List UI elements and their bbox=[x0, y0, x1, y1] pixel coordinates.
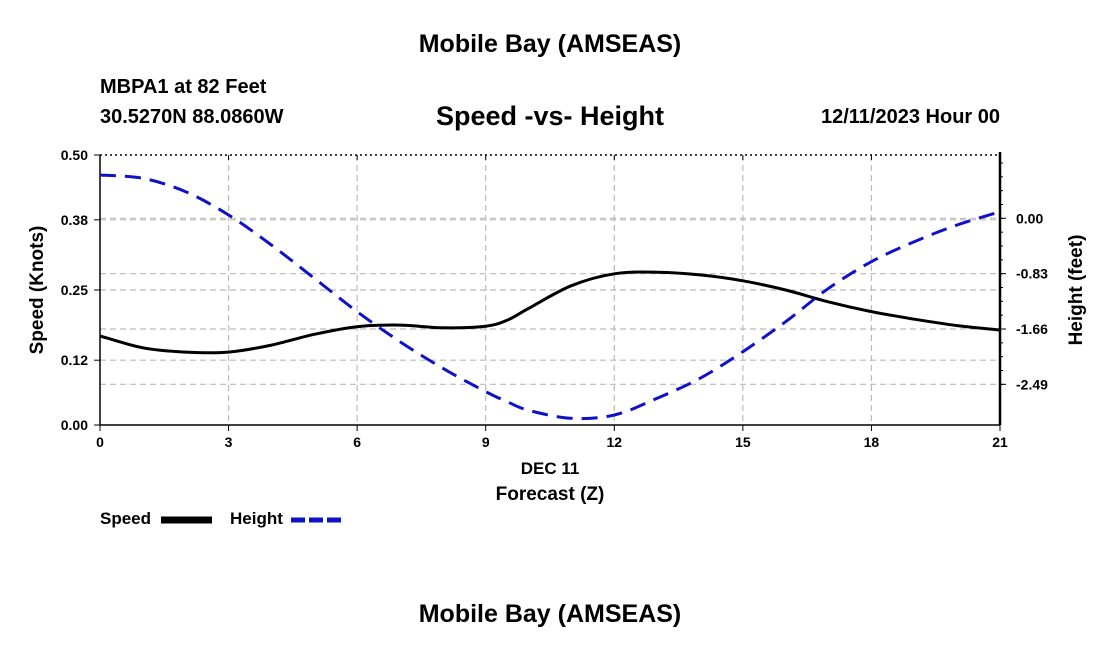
y-left-tick-label: 0.25 bbox=[61, 282, 88, 298]
y-left-tick-label: 0.38 bbox=[61, 212, 88, 228]
x-tick-label: 0 bbox=[96, 434, 104, 450]
y-left-tick-label: 0.12 bbox=[61, 352, 88, 368]
y-right-axis-title: Height (feet) bbox=[1066, 235, 1087, 346]
x-tick-label: 6 bbox=[353, 434, 361, 450]
speed-series-line bbox=[99, 270, 1001, 355]
x-tick-label: 21 bbox=[992, 434, 1008, 450]
chart-title: Speed -vs- Height bbox=[435, 101, 665, 131]
x-axis-title: Forecast (Z) bbox=[496, 484, 605, 505]
legend-speed-label: Speed bbox=[100, 509, 152, 528]
y-right-tick-label: -2.49 bbox=[1016, 376, 1048, 392]
y-right-tick-label: -0.83 bbox=[1016, 266, 1048, 282]
x-tick-label: 15 bbox=[735, 434, 751, 450]
page-title: Mobile Bay (AMSEAS) bbox=[418, 30, 682, 58]
y-right-tick-label: -1.66 bbox=[1016, 321, 1048, 337]
x-tick-label: 3 bbox=[225, 434, 233, 450]
x-tick-label: 18 bbox=[864, 434, 880, 450]
y-right-tick-label: 0.00 bbox=[1016, 210, 1043, 226]
x-tick-label: 9 bbox=[482, 434, 490, 450]
station-coords: 30.5270N 88.0860W bbox=[100, 106, 284, 128]
y-left-tick-label: 0.50 bbox=[61, 147, 88, 163]
forecast-datetime: 12/11/2023 Hour 00 bbox=[820, 106, 1000, 128]
x-axis-date: DEC 11 bbox=[521, 459, 580, 478]
legend-speed: Speed bbox=[100, 509, 151, 529]
legend-height-label: Height bbox=[230, 509, 283, 528]
station-label: MBPA1 at 82 Feet bbox=[100, 76, 267, 98]
footer-title: Mobile Bay (AMSEAS) bbox=[418, 600, 682, 628]
y-left-axis-title: Speed (Knots) bbox=[27, 226, 48, 355]
x-tick-label: 12 bbox=[606, 434, 622, 450]
y-left-tick-label: 0.00 bbox=[61, 417, 88, 433]
legend-height: Height bbox=[230, 509, 283, 529]
